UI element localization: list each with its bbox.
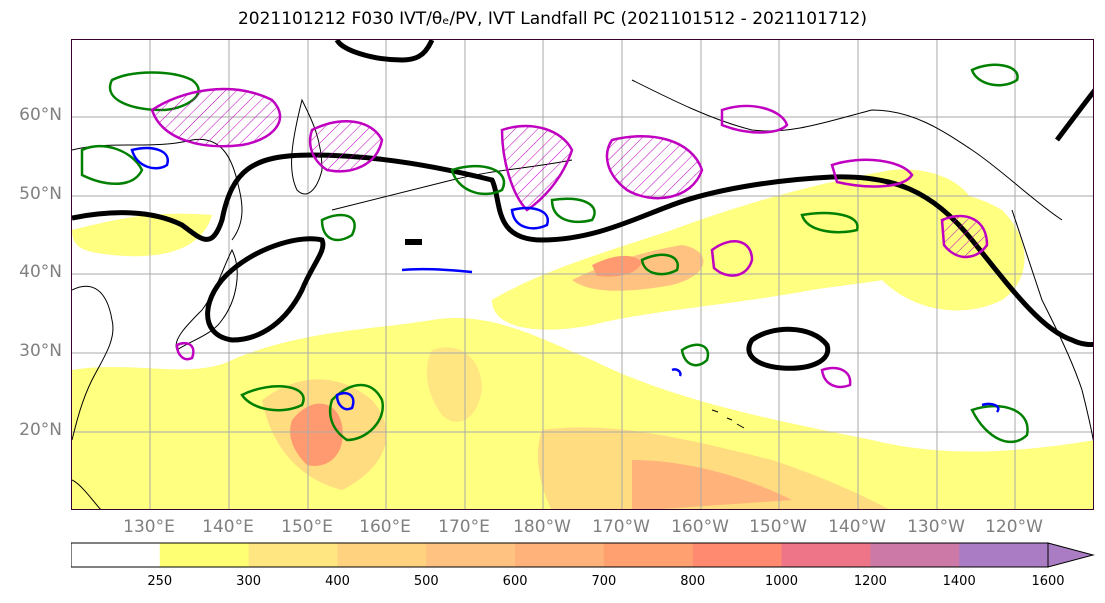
theta-e-contour-west-pacific: [240, 385, 305, 412]
lon-label-150w: 150°W: [749, 517, 807, 537]
colorbar-segment: [71, 543, 161, 567]
colorbar-tick-label: 300: [236, 574, 262, 589]
ivt-band-west-pacific: [72, 213, 212, 257]
lon-label-150e: 150°E: [281, 517, 333, 537]
ivt-band-east-pacific: [537, 427, 889, 509]
theta-e-contour-okhotsk: [80, 144, 144, 185]
lon-label-170e: 170°E: [438, 517, 490, 537]
ivt-band-gulf-alaska: [832, 191, 1025, 311]
theta-e-contour-hawaii: [680, 343, 710, 367]
lon-label-170w: 170°W: [592, 517, 650, 537]
coastline-philippines: [72, 479, 101, 509]
theta-e-contour-gulf-alaska: [800, 211, 859, 234]
theta-e-contour-subtropical: [328, 383, 385, 442]
colorbar-tick-label: 250: [147, 574, 173, 589]
blue-contour-dateline: [401, 267, 473, 274]
pv-anomaly-west-pacific: [175, 341, 195, 361]
colorbar-svg: [70, 542, 1095, 568]
coastline-east-asia: [72, 285, 114, 441]
ivt-band-hawaii: [426, 347, 482, 422]
coastline-hawaii: [711, 409, 745, 429]
colorbar-tick-label: 600: [502, 574, 528, 589]
colorbar-tick-label: 700: [591, 574, 617, 589]
pv-anomaly-central-pacific: [605, 135, 704, 200]
colorbar-segment: [159, 543, 250, 567]
colorbar-tick-label: 500: [413, 574, 439, 589]
coastline-alaska: [631, 79, 1063, 221]
canada-contour: [1055, 88, 1093, 142]
colorbar-segment: [515, 543, 605, 567]
lon-label-140w: 140°W: [828, 517, 886, 537]
lon-label-180w: 180°W: [513, 517, 571, 537]
blue-contour-subtropical: [335, 391, 355, 411]
colorbar-tick-label: 800: [680, 574, 706, 589]
theta-e-contour-central-pacific: [550, 197, 596, 224]
theta-e-contour-west-coast: [970, 405, 1029, 444]
ivt-band-subtropical-peak: [290, 403, 343, 466]
colorbar-segment: [959, 543, 1049, 567]
blue-contour-central-pacific: [510, 206, 549, 230]
jet-trough-contour: [72, 152, 1093, 347]
colorbar-tick-label: 1000: [764, 574, 799, 589]
lon-label-120w: 120°W: [985, 517, 1043, 537]
colorbar-segments: [71, 543, 1049, 567]
pv-anomaly-east-pacific-low: [710, 240, 754, 277]
colorbar-frame: [70, 542, 1049, 568]
ivt-band-midlat-peak: [592, 255, 642, 277]
map-panel: [71, 39, 1094, 510]
pv-anomaly-gulf-alaska: [720, 104, 789, 134]
colorbar-segment: [870, 543, 960, 567]
map-canvas: [72, 40, 1093, 509]
lon-label-160w: 160°W: [671, 517, 729, 537]
lon-label-160e: 160°E: [359, 517, 411, 537]
pv-anomaly-gulf-alaska-east: [830, 158, 914, 188]
theta-e-contour-aleutians: [320, 213, 356, 242]
lon-label-130e: 130°E: [123, 517, 175, 537]
blue-contour-hawaii: [671, 368, 682, 377]
pv-anomaly-north-pacific: [820, 366, 852, 389]
lon-label-130w: 130°W: [907, 517, 965, 537]
ivt-shading: [72, 169, 1093, 509]
ivt-band-east-pacific-core: [632, 460, 792, 509]
blue-contour-okhotsk: [130, 146, 169, 170]
pv-anomaly-dateline: [500, 124, 574, 212]
arctic-contour: [334, 40, 435, 63]
coastline-japan: [175, 248, 238, 351]
theta-e-contour-arctic: [970, 63, 1019, 87]
pv-anomaly-okhotsk: [150, 87, 282, 148]
colorbar: [70, 541, 1105, 575]
map-title: 2021101212 F030 IVT/θₑ/PV, IVT Landfall …: [237, 9, 868, 29]
lat-label-40n: 40°N: [19, 262, 62, 282]
pv-anomaly-contours: [150, 87, 989, 389]
colorbar-segment: [692, 543, 783, 567]
lat-label-30n: 30°N: [19, 341, 62, 361]
colorbar-tick-label: 1600: [1031, 574, 1065, 589]
blue-contours: [130, 146, 1000, 413]
lat-label-50n: 50°N: [19, 184, 62, 204]
colorbar-extend-arrow: [1047, 542, 1095, 568]
theta-e-contour-dateline: [450, 164, 506, 196]
colorbar-tick-label: 400: [325, 574, 350, 589]
colorbar-tick-label: 1400: [942, 574, 976, 589]
lat-label-20n: 20°N: [19, 420, 62, 440]
blue-contour-west-coast: [981, 402, 1000, 413]
pv-outline-contours: [72, 40, 1093, 371]
colorbar-segment: [426, 543, 516, 567]
theta-e-contour-east-pacific: [640, 253, 679, 276]
colorbar-segment: [603, 543, 694, 567]
colorbar-segment: [337, 543, 427, 567]
pv-anomaly-kamchatka: [308, 120, 384, 173]
lon-label-140e: 140°E: [202, 517, 254, 537]
pv-anomaly-west-coast: [940, 214, 989, 259]
colorbar-tick-label: 1200: [853, 574, 887, 589]
colorbar-segment: [781, 543, 871, 567]
colorbar-segment: [248, 543, 338, 567]
north-pacific-cutoff-low: [746, 326, 831, 371]
japan-loop-contour: [205, 236, 326, 343]
lat-label-60n: 60°N: [19, 105, 62, 125]
